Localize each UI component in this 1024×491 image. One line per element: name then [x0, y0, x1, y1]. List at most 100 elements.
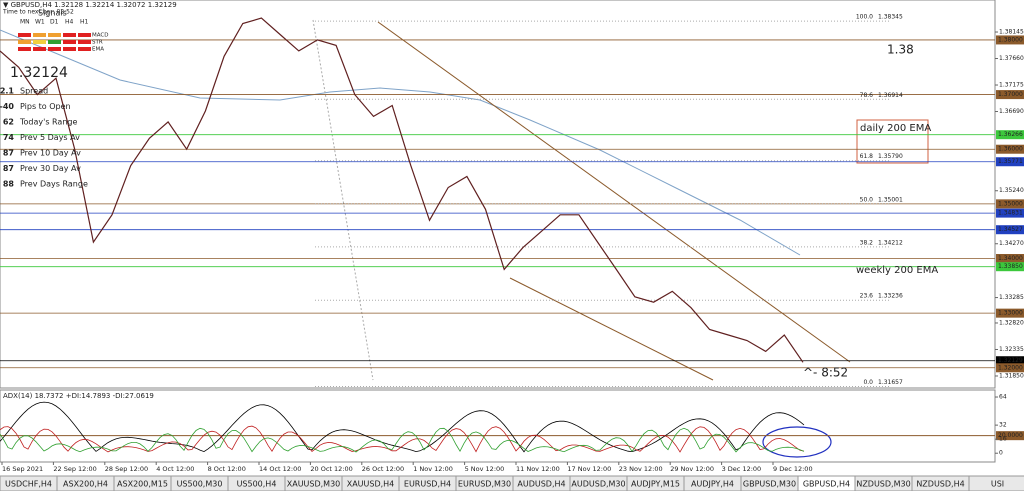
- stat-value: 88: [3, 180, 15, 189]
- signal-name: EMA: [92, 47, 104, 53]
- y-tick-label: 1.32335: [999, 346, 1024, 353]
- x-tick-label: 4 Oct 12:00: [156, 465, 194, 473]
- timeframe: H1: [80, 19, 89, 26]
- fib-line: [312, 19, 374, 381]
- tab-label[interactable]: ASX200,M15: [117, 480, 168, 489]
- annotation: 1.38: [887, 43, 914, 57]
- x-tick-label: 29 Nov 12:00: [670, 465, 714, 473]
- y-tick-label: 1.33285: [999, 294, 1024, 301]
- tab-label[interactable]: NZDUSD,H4: [916, 480, 964, 489]
- tab-label[interactable]: AUDJPY,M15: [631, 480, 680, 489]
- signal-box: [48, 47, 61, 51]
- stat-value: 87: [3, 164, 14, 173]
- x-tick-label: 23 Nov 12:00: [619, 465, 663, 473]
- x-tick-label: 8 Oct 12:00: [208, 465, 246, 473]
- level-tag: [996, 199, 1024, 209]
- tab-label[interactable]: XAUUSD,M30: [287, 480, 341, 489]
- symbol-line: ▼ GBPUSD,H4 1.32128 1.32214 1.32072 1.32…: [3, 1, 177, 9]
- tab-label[interactable]: AUDUSD,H4: [517, 480, 565, 489]
- signals-title: Signals: [38, 9, 67, 18]
- level-label: 1.35771: [998, 158, 1023, 165]
- ema-line: [0, 29, 801, 256]
- annotation-box: [856, 119, 929, 164]
- x-tick-label: 3 Dec 12:00: [722, 465, 762, 473]
- tab-label[interactable]: AUDJPY,H4: [691, 480, 734, 489]
- x-tick-label: 11 Nov 12:00: [516, 465, 560, 473]
- adx-tick-label: 0: [999, 450, 1003, 457]
- signal-box: [78, 47, 91, 51]
- stat-label: Spread: [20, 87, 48, 96]
- tab-label[interactable]: ASX200,H4: [63, 480, 108, 489]
- level-tag: [996, 208, 1024, 218]
- level-tag: [996, 157, 1024, 167]
- level-tag: [996, 130, 1024, 140]
- x-tick-label: 16 Sep 2021: [2, 465, 43, 473]
- stat-label: Prev Days Range: [20, 180, 88, 189]
- fib-ratio: 50.0: [860, 196, 874, 203]
- level-tag: [996, 254, 1024, 264]
- highlight-ellipse: [762, 426, 832, 458]
- timeframe: D1: [50, 19, 59, 26]
- trend-line: [377, 21, 851, 363]
- signal-box: [18, 33, 31, 37]
- annotation: ^- 8:52: [803, 366, 848, 380]
- timeframe: W1: [35, 19, 45, 26]
- fib-price: 1.34212: [878, 239, 903, 246]
- stat-value: 87: [3, 149, 14, 158]
- adx-tick-label: 16: [999, 436, 1007, 443]
- level-tag: [996, 90, 1024, 100]
- level-tag: [996, 431, 1024, 441]
- level-label: 1.32000: [998, 364, 1023, 371]
- tab-label[interactable]: XAUUSD,H4: [347, 480, 395, 489]
- x-tick-label: 1 Nov 12:00: [413, 465, 453, 473]
- annotation: weekly 200 EMA: [856, 265, 938, 276]
- y-tick-label: 1.36690: [999, 108, 1024, 115]
- tab-label[interactable]: AUDUSD,M30: [571, 480, 625, 489]
- signal-box: [63, 47, 76, 51]
- time-line: Time to next bar: 02:52: [2, 9, 74, 16]
- stat-label: Prev 10 Day Av: [20, 149, 81, 158]
- fib-price: 1.31657: [878, 379, 903, 386]
- tab-label[interactable]: USI: [991, 480, 1004, 489]
- x-tick-label: 5 Nov 12:00: [465, 465, 505, 473]
- tab-label[interactable]: NZDUSD,M30: [856, 480, 910, 489]
- level-label: 1.33000: [998, 310, 1023, 317]
- x-tick-label: 22 Sep 12:00: [53, 465, 96, 473]
- stat-value: 2.1: [0, 87, 14, 96]
- level-label: 1.35000: [998, 200, 1023, 207]
- signal-box: [78, 40, 91, 44]
- fib-ratio: 61.8: [860, 153, 874, 160]
- stat-value: 62: [3, 118, 14, 127]
- signal-box: [48, 33, 61, 37]
- tab-label[interactable]: GBPUSD,M30: [743, 480, 796, 489]
- level-label: 1.38000: [998, 36, 1023, 43]
- level-tag: [996, 144, 1024, 154]
- price-line: [0, 17, 804, 363]
- stat-label: Pips to Open: [20, 102, 71, 111]
- level-label: 1.37000: [998, 91, 1023, 98]
- tab-label[interactable]: US500,H4: [237, 480, 277, 489]
- annotation: daily 200 EMA: [860, 123, 931, 134]
- trend-line: [509, 277, 714, 381]
- tab-label[interactable]: EURUSD,M30: [458, 480, 511, 489]
- indicator-line: [0, 425, 805, 453]
- tab[interactable]: [968, 475, 1024, 491]
- tab-label[interactable]: EURUSD,H4: [404, 480, 451, 489]
- tab-label[interactable]: GBPUSD,H4: [803, 480, 850, 489]
- fib-ratio: 0.0: [863, 379, 873, 386]
- level-label: 1.36000: [998, 146, 1023, 153]
- level-tag: [996, 35, 1024, 45]
- y-tick-label: 1.32820: [999, 319, 1024, 326]
- y-tick-label: 1.31850: [999, 372, 1024, 379]
- level-tag: [996, 308, 1024, 318]
- timeframe: MN: [20, 19, 30, 26]
- level-label: 1.33850: [998, 263, 1023, 270]
- y-tick-label: 1.37175: [999, 82, 1024, 89]
- y-tick-label: 1.38145: [999, 29, 1024, 36]
- tab-label[interactable]: USDCHF,H4: [5, 480, 52, 489]
- level-tag: [996, 356, 1024, 366]
- x-tick-label: 20 Oct 12:00: [310, 465, 352, 473]
- level-label: 1.36266: [998, 131, 1023, 138]
- tab-label[interactable]: US500,M30: [177, 480, 223, 489]
- signal-box: [63, 33, 76, 37]
